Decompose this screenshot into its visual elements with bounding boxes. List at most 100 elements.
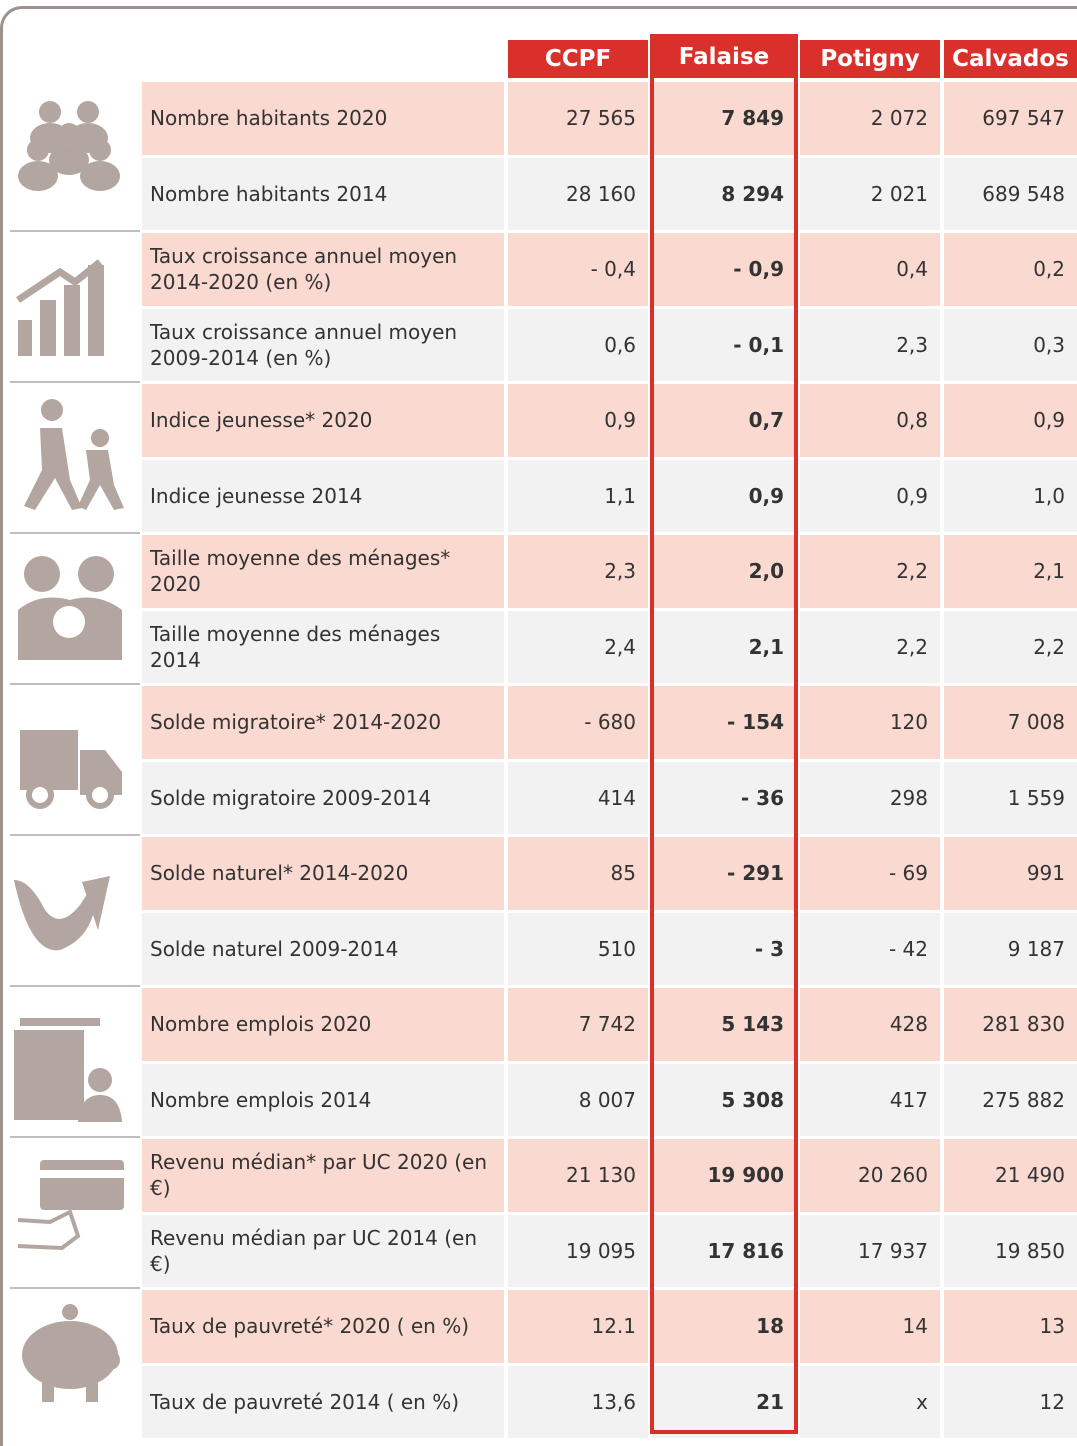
icon-shape [40,300,56,356]
icon-shape [100,1350,120,1370]
cell: 991 [944,837,1077,910]
cell: 0,2 [944,233,1077,306]
icon-shape [16,259,103,303]
icon-shape [18,320,32,356]
row-label: Taille moyenne des ménages* 2020 [142,535,504,608]
icon-shape [88,1068,112,1092]
cell: 2,0 [652,535,796,608]
icon-shape [14,880,97,951]
cell: - 69 [800,837,940,910]
cell: - 0,9 [652,233,796,306]
falaise-outline [650,34,798,1434]
cell: 428 [800,988,940,1061]
cell: - 36 [652,761,796,834]
icon-shape [40,1160,124,1210]
icon-shape [53,606,85,638]
icon-shape [18,161,58,191]
icon-shape [89,139,111,161]
cell: 281 830 [944,988,1077,1061]
column-header: CCPF [508,40,648,78]
cell: 120 [800,686,940,759]
cell: 18 [652,1290,796,1363]
cell: 0,9 [508,384,648,457]
row-label: Revenu médian* par UC 2020 (en €) [142,1139,504,1212]
cell: 0,7 [652,384,796,457]
icon-shape [82,876,110,930]
row-label: Indice jeunesse 2014 [142,459,504,532]
cell: 2,2 [800,610,940,683]
cell: 8 007 [508,1063,648,1136]
cell: 697 547 [944,82,1077,155]
cell: - 0,4 [508,233,648,306]
cell: 7 742 [508,988,648,1061]
cell: 1,0 [944,459,1077,532]
row-label: Nombre emplois 2020 [142,988,504,1061]
cell: 13,6 [508,1365,648,1438]
row-label: Indice jeunesse* 2020 [142,384,504,457]
cell: 275 882 [944,1063,1077,1136]
cell: 17 816 [652,1214,796,1287]
cell: 5 143 [652,988,796,1061]
cell: 2,2 [944,610,1077,683]
cell: 21 [652,1365,796,1438]
frame [0,6,1077,1446]
icon-shape [27,139,49,161]
cell: 21 490 [944,1139,1077,1212]
icon-shape [80,750,122,795]
cell: 510 [508,912,648,985]
icon-shape [86,781,114,809]
icon-shape [40,1170,124,1178]
icon-shape [42,1378,54,1402]
icon-shape [58,123,80,145]
icon-shape [24,556,60,592]
icon-shape [14,1030,84,1120]
cell: 85 [508,837,648,910]
icon-shape [49,145,89,175]
icon-shape [80,161,120,191]
row-label: Nombre emplois 2014 [142,1063,504,1136]
cell: 12.1 [508,1290,648,1363]
column-header: Falaise [652,36,796,78]
cell: 21 130 [508,1139,648,1212]
icon-shape [24,428,124,510]
row-label: Solde naturel 2009-2014 [142,912,504,985]
cell: 28 160 [508,157,648,230]
row-label: Solde migratoire 2009-2014 [142,761,504,834]
cell: 0,6 [508,308,648,381]
cell: 14 [800,1290,940,1363]
column-header: Calvados [944,40,1077,78]
cell: 2,3 [508,535,648,608]
icon-shape [78,1095,122,1122]
cell: 13 [944,1290,1077,1363]
cell: 27 565 [508,82,648,155]
cell: - 0,1 [652,308,796,381]
icon-shape [26,781,54,809]
cell: 19 900 [652,1139,796,1212]
cell: 7 008 [944,686,1077,759]
row-label: Taux croissance annuel moyen 2009-2014 (… [142,308,504,381]
icon-shape [22,1321,118,1389]
cell: 0,4 [800,233,940,306]
cell: 0,9 [800,459,940,532]
icon-shape [41,399,63,421]
cell: 414 [508,761,648,834]
column-header: Potigny [800,40,940,78]
row-label: Nombre habitants 2020 [142,82,504,155]
cell: 2 021 [800,157,940,230]
icon-shape [78,556,114,592]
cell: 417 [800,1063,940,1136]
cell: - 680 [508,686,648,759]
cell: 17 937 [800,1214,940,1287]
cell: 1 559 [944,761,1077,834]
cell: 0,8 [800,384,940,457]
icon-shape [77,101,99,123]
icon-shape [17,1209,81,1251]
row-label: Taille moyenne des ménages 2014 [142,610,504,683]
icon-shape [88,265,104,356]
icon-shape [20,1018,100,1026]
row-label: Taux croissance annuel moyen 2014-2020 (… [142,233,504,306]
cell: - 291 [652,837,796,910]
row-label: Solde migratoire* 2014-2020 [142,686,504,759]
cell: 2 072 [800,82,940,155]
